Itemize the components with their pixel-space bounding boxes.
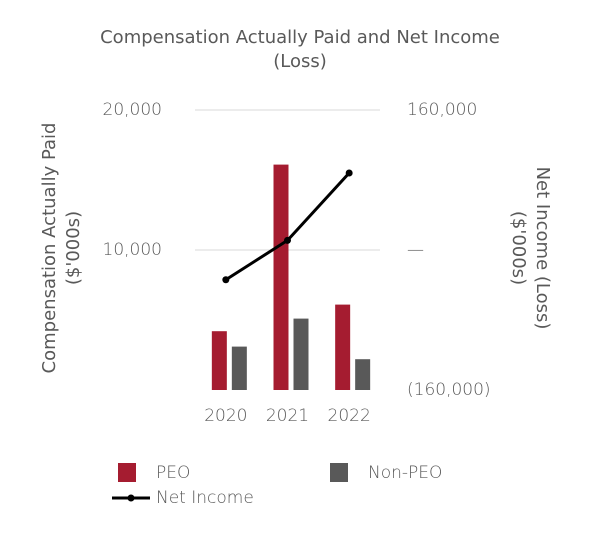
x-tick-label: 2022 [328, 406, 371, 426]
bar [211, 331, 227, 390]
line-marker [345, 169, 353, 177]
legend-swatch [330, 463, 348, 482]
bar [335, 304, 351, 390]
bar [355, 359, 371, 390]
bar [293, 318, 309, 390]
x-tick-label: 2021 [266, 406, 309, 426]
legend-swatch [118, 463, 136, 482]
line-marker [284, 236, 291, 244]
y-tick-label: 20,000 [103, 100, 162, 120]
y2-tick-label: — [407, 240, 424, 260]
line-marker [222, 276, 230, 284]
y2-tick-label: (160,000) [407, 380, 491, 400]
bar [273, 164, 289, 390]
x-tick-label: 2020 [204, 406, 247, 426]
legend-swatch-marker [127, 494, 135, 502]
chart-title: Compensation Actually Paid and Net Incom… [100, 27, 500, 72]
legend-label: Net Income [156, 488, 254, 508]
legend-label: Non-PEO [368, 463, 442, 483]
bar [231, 346, 247, 390]
legend-label: PEO [156, 463, 190, 483]
y-tick-label: 10,000 [103, 240, 162, 260]
y2-tick-label: 160,000 [407, 100, 477, 120]
